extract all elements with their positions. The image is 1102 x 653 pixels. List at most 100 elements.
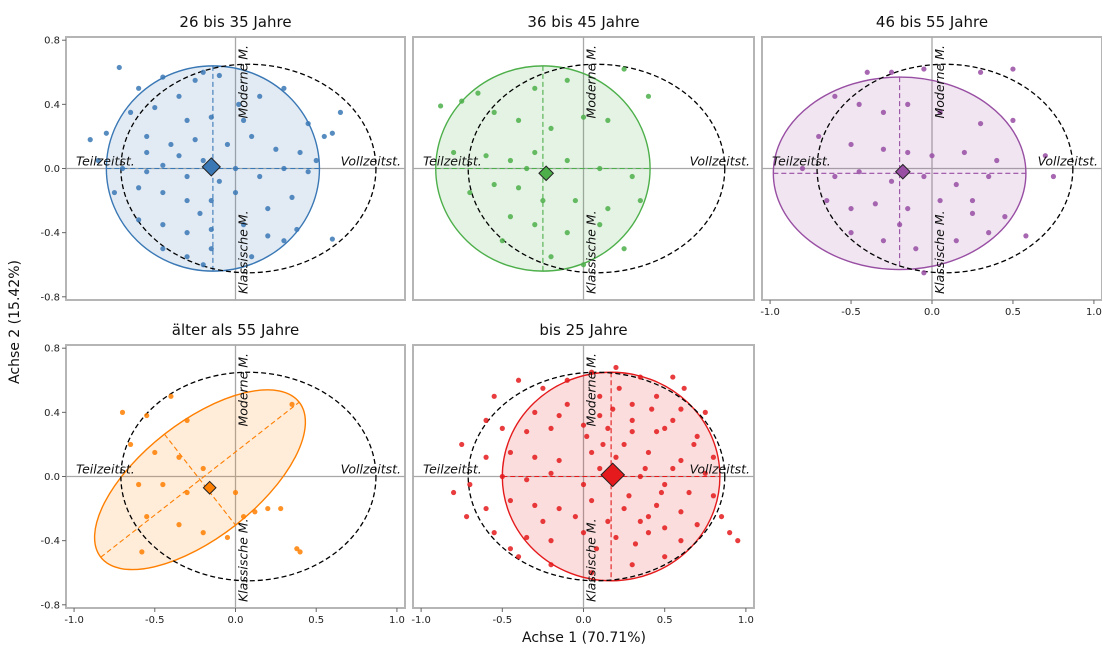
data-point	[297, 149, 303, 156]
data-point	[111, 189, 118, 196]
data-point	[305, 169, 311, 175]
data-point	[103, 130, 109, 136]
dimension-label-top: Moderne M.	[932, 45, 947, 119]
data-point	[532, 149, 538, 156]
data-point	[597, 393, 603, 399]
data-point	[337, 109, 344, 115]
data-point	[864, 69, 870, 75]
data-point	[799, 165, 806, 172]
data-point	[524, 165, 530, 172]
data-point	[1010, 66, 1016, 72]
data-point	[848, 205, 854, 212]
panel-plot-area	[413, 345, 754, 608]
data-point	[605, 425, 611, 431]
data-point	[176, 153, 182, 159]
x-tick-label: -1.0	[760, 307, 780, 318]
data-point	[136, 185, 142, 191]
data-point	[897, 222, 903, 228]
data-point	[200, 530, 206, 536]
data-point	[532, 222, 538, 228]
data-point	[160, 246, 166, 252]
x-tick-label: 0.0	[228, 615, 244, 626]
dimension-label-left: Teilzeitst.	[423, 462, 482, 477]
data-point	[281, 85, 287, 91]
data-point	[224, 141, 231, 148]
data-point	[629, 173, 635, 180]
data-point	[735, 538, 741, 544]
panel-plot-area	[66, 37, 405, 300]
data-point	[880, 238, 887, 244]
data-point	[160, 222, 166, 228]
data-point	[192, 77, 198, 83]
data-point	[475, 90, 481, 96]
data-point	[224, 534, 231, 541]
data-point	[483, 505, 489, 512]
y-tick-label: 0.4	[44, 408, 60, 419]
data-point	[305, 120, 311, 127]
data-point	[589, 369, 595, 375]
data-point	[294, 546, 300, 552]
data-point	[450, 149, 457, 156]
y-tick-label: 0.8	[44, 36, 60, 47]
x-tick-label: 1.0	[738, 615, 754, 626]
data-point	[584, 433, 590, 440]
data-point	[450, 489, 457, 496]
reference-ellipse	[467, 371, 726, 582]
data-point	[832, 93, 838, 99]
ellipse-major-axis	[100, 401, 300, 558]
data-point	[252, 509, 258, 515]
data-point	[249, 133, 255, 140]
data-point	[621, 505, 627, 512]
x-tick-label: -1.0	[411, 615, 431, 626]
data-point	[564, 401, 570, 407]
data-point	[564, 377, 570, 383]
data-point	[649, 406, 655, 412]
y-tick-label: 0.8	[44, 344, 60, 355]
data-point	[986, 173, 992, 180]
dimension-label-right: Vollzeitst.	[1038, 154, 1098, 169]
data-point	[670, 374, 676, 380]
data-point	[710, 493, 717, 499]
data-point	[816, 133, 822, 140]
data-point	[848, 141, 854, 148]
group-centroid	[600, 462, 626, 488]
data-point	[184, 230, 190, 236]
panel-1: Teilzeitst. Vollzeitst. Moderne M. Klassisc…	[40, 13, 406, 303]
data-point	[184, 117, 190, 123]
panel-title: bis 25 Jahre	[539, 321, 627, 339]
data-point	[662, 425, 668, 431]
data-point	[856, 169, 862, 175]
panel-plot-area	[66, 345, 405, 608]
data-point	[678, 538, 684, 544]
data-point	[1023, 233, 1029, 239]
data-point	[913, 246, 919, 252]
data-point	[597, 222, 603, 228]
data-point	[629, 562, 635, 568]
data-point	[580, 262, 587, 268]
dimension-label-bottom: Klassische M.	[584, 518, 599, 602]
data-point	[232, 489, 239, 496]
x-tick-label: 1.0	[1086, 307, 1102, 318]
dimension-label-right: Vollzeitst.	[690, 462, 750, 477]
data-point	[637, 374, 643, 380]
data-point	[152, 104, 158, 111]
panel-title: älter als 55 Jahre	[172, 321, 299, 339]
data-point	[507, 497, 514, 504]
dimension-label-right: Vollzeitst.	[690, 154, 750, 169]
data-point	[294, 226, 300, 233]
data-point	[483, 417, 489, 423]
data-point	[540, 385, 546, 391]
data-point	[524, 477, 530, 483]
data-point	[265, 205, 271, 212]
data-point	[832, 173, 838, 180]
panel-title: 26 bis 35 Jahre	[179, 13, 291, 31]
dimension-label-left: Teilzeitst.	[423, 154, 482, 169]
data-point	[144, 513, 150, 520]
data-point	[662, 554, 668, 560]
data-point	[691, 441, 697, 448]
data-point	[532, 502, 538, 508]
data-point	[986, 230, 992, 236]
data-point	[1050, 173, 1057, 180]
